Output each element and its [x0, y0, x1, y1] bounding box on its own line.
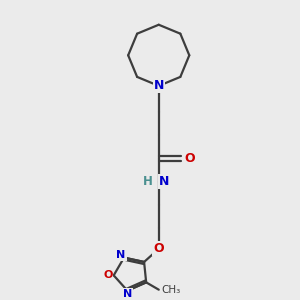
Text: N: N	[116, 250, 126, 260]
Text: N: N	[159, 176, 169, 188]
Text: O: O	[153, 242, 164, 255]
Text: O: O	[103, 270, 112, 280]
Text: H: H	[143, 176, 153, 188]
Text: N: N	[154, 80, 164, 92]
Text: N: N	[123, 289, 132, 298]
Text: CH₃: CH₃	[161, 285, 180, 295]
Text: O: O	[184, 152, 195, 165]
